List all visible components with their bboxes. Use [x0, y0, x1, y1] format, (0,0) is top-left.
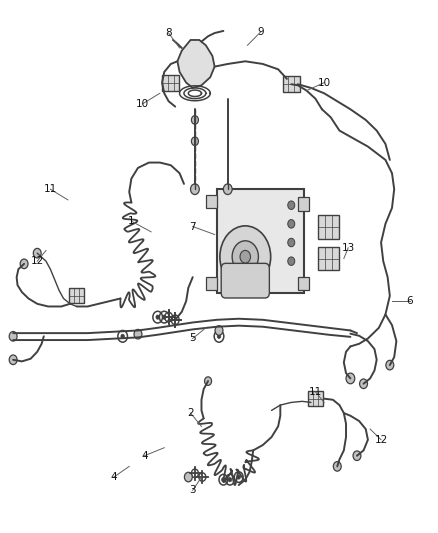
Bar — [206, 277, 217, 290]
Text: 1: 1 — [128, 216, 135, 226]
Circle shape — [9, 332, 17, 341]
Circle shape — [346, 373, 355, 384]
Bar — [217, 189, 304, 293]
Circle shape — [228, 478, 232, 482]
Circle shape — [217, 334, 221, 338]
Circle shape — [134, 329, 142, 339]
Text: 5: 5 — [189, 334, 196, 343]
Text: 13: 13 — [342, 243, 355, 253]
Text: 11: 11 — [44, 184, 57, 194]
Bar — [307, 391, 323, 406]
Bar — [206, 195, 217, 208]
Polygon shape — [177, 40, 215, 88]
Text: 2: 2 — [187, 408, 194, 418]
Circle shape — [386, 360, 394, 370]
Circle shape — [191, 116, 198, 124]
Circle shape — [222, 478, 225, 482]
Circle shape — [240, 251, 251, 263]
Circle shape — [205, 377, 212, 385]
Circle shape — [223, 184, 232, 195]
Circle shape — [232, 241, 258, 273]
Bar — [283, 76, 300, 92]
Circle shape — [162, 315, 166, 319]
Circle shape — [360, 379, 367, 389]
Bar — [318, 214, 339, 239]
Circle shape — [121, 334, 124, 338]
Text: 7: 7 — [189, 222, 196, 231]
Text: 4: 4 — [141, 451, 148, 461]
Circle shape — [288, 201, 295, 209]
Text: 9: 9 — [257, 27, 264, 37]
Text: 4: 4 — [110, 472, 117, 482]
Circle shape — [353, 451, 361, 461]
Text: 3: 3 — [189, 486, 196, 495]
Circle shape — [184, 472, 192, 482]
FancyBboxPatch shape — [221, 263, 269, 298]
Text: 10: 10 — [136, 99, 149, 109]
Circle shape — [33, 248, 41, 258]
Text: 12: 12 — [374, 435, 388, 445]
Bar — [318, 246, 339, 271]
Circle shape — [20, 259, 28, 269]
Text: 11: 11 — [309, 387, 322, 397]
Circle shape — [9, 355, 17, 365]
Circle shape — [191, 184, 199, 195]
Circle shape — [156, 315, 159, 319]
Text: 10: 10 — [318, 78, 331, 87]
Circle shape — [288, 220, 295, 228]
Text: 8: 8 — [165, 28, 172, 38]
Bar — [298, 197, 309, 211]
Text: 6: 6 — [406, 296, 413, 306]
Circle shape — [333, 462, 341, 471]
Bar — [298, 277, 309, 290]
Bar — [162, 75, 179, 91]
Circle shape — [237, 475, 240, 479]
Circle shape — [288, 238, 295, 247]
Bar — [69, 288, 84, 303]
Circle shape — [220, 226, 271, 288]
Circle shape — [288, 257, 295, 265]
Circle shape — [191, 137, 198, 146]
Circle shape — [215, 326, 223, 335]
Text: 12: 12 — [31, 256, 44, 266]
